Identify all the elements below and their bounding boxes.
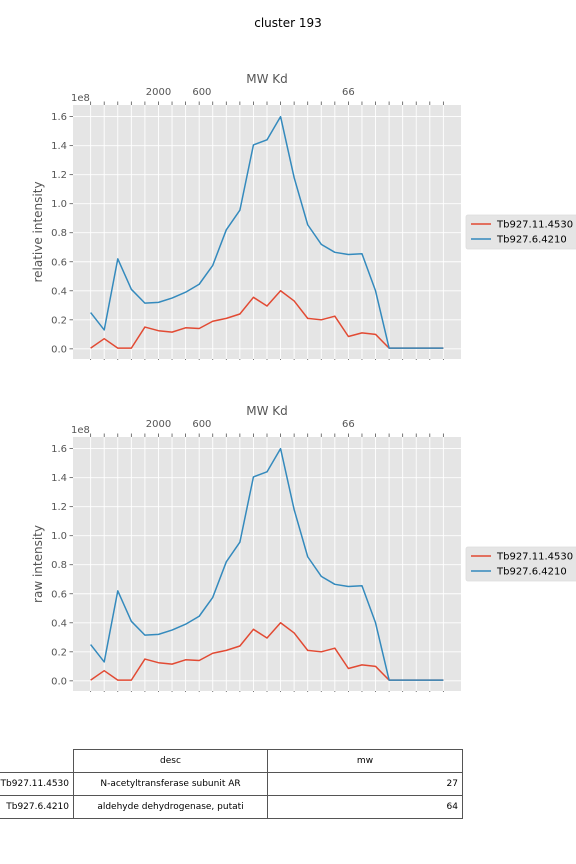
y-tick-label: 1.6 (51, 444, 67, 455)
y-tick-label: 0.2 (51, 647, 67, 658)
y-tick-label: 1.0 (51, 531, 67, 542)
table-cell-mw: 27 (267, 772, 463, 796)
top-axis-tick-label: 2000 (146, 87, 171, 98)
y-tick-label: 1.0 (51, 199, 67, 210)
y-axis-label: relative intensity (31, 181, 45, 282)
y-tick-label: 0.4 (51, 618, 67, 629)
y-tick-label: 1.2 (51, 170, 67, 181)
y-tick-label: 0.2 (51, 315, 67, 326)
raw-intensity-chart: 0.00.20.40.60.81.01.21.41.61234567891011… (31, 404, 576, 692)
table-header-index (0, 750, 74, 773)
table-header-row: desc mw (0, 749, 463, 773)
y-tick-label: 0.6 (51, 257, 67, 268)
table-header-mw: mw (267, 749, 463, 773)
y-tick-label: 0.0 (51, 676, 67, 687)
top-axis-tick-label: 600 (192, 419, 211, 430)
relative-intensity-chart: 0.00.20.40.60.81.01.21.41.61234567891011… (31, 72, 576, 360)
y-axis-label: raw intensity (31, 525, 45, 603)
top-axis-tick-label: 66 (342, 87, 355, 98)
legend-label-1: Tb927.11.4530 (496, 220, 573, 231)
table-cell-desc: N-acetyltransferase subunit AR (73, 772, 268, 796)
series-line-1 (90, 622, 444, 681)
y-offset-label: 1e8 (71, 425, 90, 436)
table-cell-desc: aldehyde dehydrogenase, putati (73, 795, 268, 819)
top-axis-tick-label: 66 (342, 419, 355, 430)
y-tick-label: 0.6 (51, 589, 67, 600)
figure-title: cluster 193 (254, 16, 322, 30)
table-header-desc: desc (73, 749, 268, 773)
legend-box (465, 214, 576, 250)
table-cell-mw: 64 (267, 795, 463, 819)
series-line-2 (90, 447, 444, 681)
table-row: Tb927.11.4530 N-acetyltransferase subuni… (0, 772, 463, 796)
y-tick-label: 1.6 (51, 112, 67, 123)
info-table: desc mw Tb927.11.4530 N-acetyltransferas… (0, 749, 463, 819)
legend-box (465, 546, 576, 582)
y-tick-label: 0.4 (51, 286, 67, 297)
legend-label-2: Tb927.6.4210 (496, 567, 567, 578)
series-line-2 (90, 115, 444, 349)
legend-label-1: Tb927.11.4530 (496, 552, 573, 563)
y-tick-label: 0.0 (51, 344, 67, 355)
y-tick-label: 0.8 (51, 560, 67, 571)
top-axis-tick-label: 2000 (146, 419, 171, 430)
info-table-wrap: desc mw Tb927.11.4530 N-acetyltransferas… (0, 749, 576, 821)
y-tick-label: 1.2 (51, 502, 67, 513)
series-line-1 (90, 290, 444, 349)
chart-title: MW Kd (246, 72, 288, 86)
legend-label-2: Tb927.6.4210 (496, 235, 567, 246)
table-row: Tb927.6.4210 aldehyde dehydrogenase, put… (0, 795, 463, 819)
y-offset-label: 1e8 (71, 93, 90, 104)
y-tick-label: 0.8 (51, 228, 67, 239)
table-cell-id: Tb927.11.4530 (0, 772, 74, 796)
y-tick-label: 1.4 (51, 473, 67, 484)
y-tick-label: 1.4 (51, 141, 67, 152)
chart-title: MW Kd (246, 404, 288, 418)
top-axis-tick-label: 600 (192, 87, 211, 98)
table-cell-id: Tb927.6.4210 (0, 795, 74, 819)
